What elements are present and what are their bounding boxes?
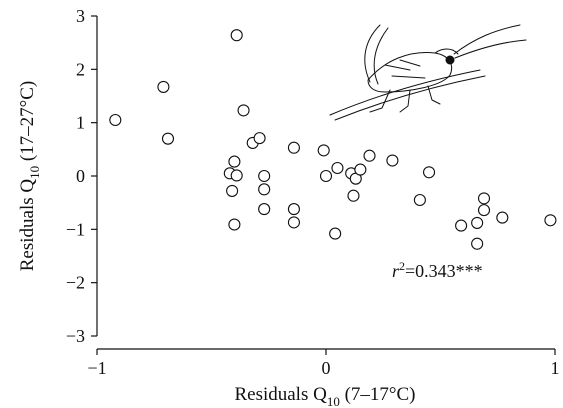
data-point	[317, 144, 330, 157]
data-point	[287, 203, 300, 216]
data-point	[496, 211, 509, 224]
y-tick-label: −2	[66, 273, 85, 293]
y-axis-label: Residuals Q10 (17–27°C)	[17, 81, 42, 272]
y-tick-label: −3	[66, 326, 85, 346]
data-point	[471, 237, 484, 250]
y-axis-label-rest: (17–27°C)	[17, 81, 38, 166]
data-point	[354, 163, 367, 176]
x-tick-label: 1	[551, 358, 560, 378]
data-point	[230, 29, 243, 42]
data-point	[329, 227, 342, 240]
data-point	[228, 155, 241, 168]
r-symbol: r	[392, 261, 400, 281]
x-axis-label: Residuals Q10 (7–17°C)	[234, 384, 415, 408]
data-point	[331, 161, 344, 175]
axes	[96, 16, 555, 350]
data-point	[287, 216, 300, 229]
y-axis-label-sub: 10	[27, 166, 42, 179]
data-point	[363, 149, 376, 162]
data-point	[319, 169, 333, 183]
y-tick-label: 1	[76, 113, 85, 133]
y-tick-label: −1	[66, 219, 85, 239]
r-squared-text: r2=0.343***	[392, 259, 483, 281]
data-point	[230, 169, 243, 182]
data-point	[161, 132, 175, 145]
data-point	[455, 219, 468, 232]
data-point	[258, 169, 271, 183]
data-point	[253, 132, 266, 145]
y-tick-label: 2	[76, 59, 85, 79]
data-point	[287, 141, 300, 154]
data-point	[258, 183, 271, 196]
data-point	[258, 203, 271, 216]
data-point	[471, 216, 484, 229]
data-point	[157, 80, 170, 93]
r-squared-annotation: r2=0.343***	[392, 259, 483, 281]
r-exponent: 2	[399, 259, 405, 273]
data-points	[109, 29, 557, 250]
r-value: =0.343***	[405, 261, 483, 281]
y-tick-label: 0	[76, 166, 85, 186]
x-tick-label: 0	[322, 358, 331, 378]
data-point	[477, 192, 491, 205]
data-point	[109, 113, 122, 127]
x-axis-label-main: Residuals Q	[234, 384, 327, 405]
data-point	[413, 193, 426, 207]
x-axis-label-sub: 10	[327, 394, 340, 408]
data-point	[544, 214, 557, 227]
data-point	[237, 104, 250, 117]
y-tick-label: 3	[76, 6, 85, 26]
data-point	[226, 184, 239, 197]
data-point	[422, 166, 436, 179]
axis-labels: Residuals Q10 (7–17°C) Residuals Q10 (17…	[17, 81, 416, 408]
x-axis-label-rest: (7–17°C)	[340, 384, 416, 405]
ticks: −3 −2 −1 0 1 2 3 −1 0 1	[66, 6, 560, 378]
cricket-illustration	[329, 24, 527, 121]
y-axis-label-main: Residuals Q	[17, 179, 38, 272]
data-point	[347, 189, 360, 202]
data-point	[228, 218, 241, 231]
data-point	[477, 204, 491, 217]
data-point	[386, 154, 399, 167]
x-tick-label: −1	[87, 358, 106, 378]
